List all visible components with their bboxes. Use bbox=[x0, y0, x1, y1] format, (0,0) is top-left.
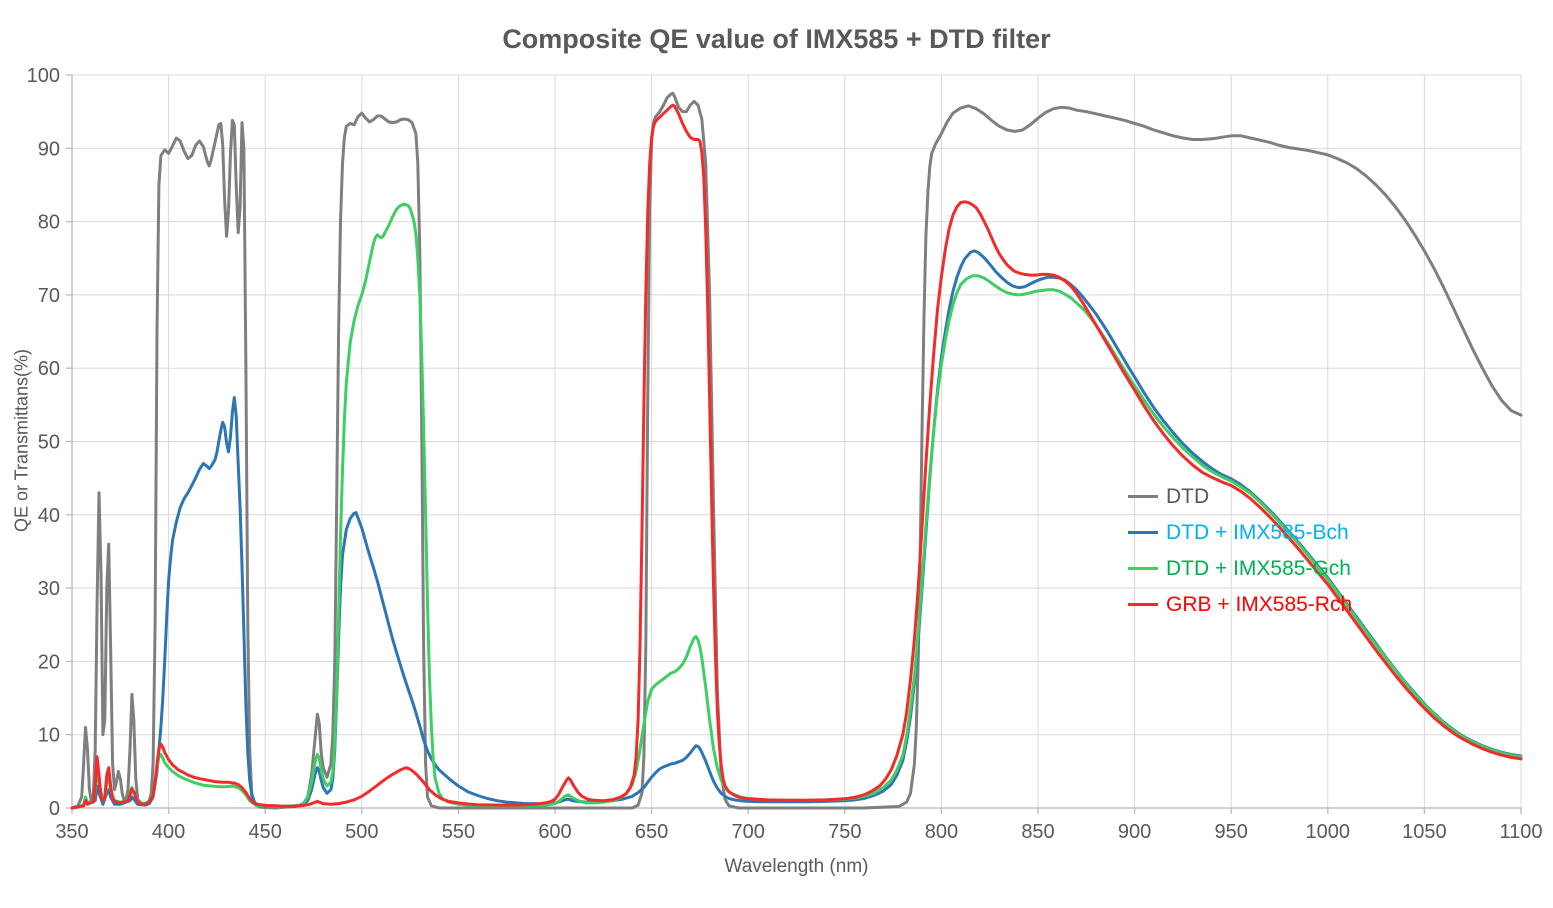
svg-text:1000: 1000 bbox=[1306, 821, 1351, 843]
legend-label-dtd: DTD bbox=[1166, 484, 1210, 508]
legend-item-rch: GRB + IMX585-Rch bbox=[1128, 590, 1352, 619]
svg-text:90: 90 bbox=[38, 138, 60, 160]
legend-swatch-gch bbox=[1128, 567, 1158, 570]
svg-text:950: 950 bbox=[1215, 821, 1248, 843]
svg-text:400: 400 bbox=[152, 821, 185, 843]
svg-text:1100: 1100 bbox=[1499, 821, 1542, 843]
svg-text:10: 10 bbox=[38, 725, 60, 747]
x-axis-title: Wavelength (nm) bbox=[724, 856, 869, 877]
svg-text:60: 60 bbox=[38, 358, 60, 380]
svg-text:20: 20 bbox=[38, 651, 60, 673]
legend-item-bch: DTD + IMX585-Bch bbox=[1128, 518, 1352, 547]
legend-swatch-bch bbox=[1128, 531, 1158, 534]
svg-text:500: 500 bbox=[345, 821, 378, 843]
svg-text:350: 350 bbox=[55, 821, 88, 843]
svg-text:0: 0 bbox=[49, 798, 60, 820]
legend-item-gch: DTD + IMX585-Gch bbox=[1128, 554, 1352, 583]
legend-label-bch: DTD + IMX585-Bch bbox=[1166, 520, 1349, 544]
svg-text:80: 80 bbox=[38, 212, 60, 234]
legend-swatch-rch bbox=[1128, 603, 1158, 606]
svg-text:40: 40 bbox=[38, 505, 60, 527]
svg-text:650: 650 bbox=[635, 821, 668, 843]
legend-label-gch: DTD + IMX585-Gch bbox=[1166, 556, 1351, 580]
svg-text:900: 900 bbox=[1118, 821, 1151, 843]
svg-text:700: 700 bbox=[732, 821, 765, 843]
svg-text:550: 550 bbox=[442, 821, 475, 843]
svg-text:800: 800 bbox=[925, 821, 958, 843]
svg-text:50: 50 bbox=[38, 432, 60, 454]
svg-text:750: 750 bbox=[828, 821, 861, 843]
chart-title: Composite QE value of IMX585 + DTD filte… bbox=[502, 24, 1051, 54]
svg-text:100: 100 bbox=[27, 65, 60, 87]
chart-legend: DTD DTD + IMX585-Bch DTD + IMX585-Gch GR… bbox=[1128, 482, 1352, 626]
svg-text:450: 450 bbox=[249, 821, 282, 843]
legend-item-dtd: DTD bbox=[1128, 482, 1352, 511]
svg-text:850: 850 bbox=[1021, 821, 1054, 843]
svg-text:600: 600 bbox=[538, 821, 571, 843]
y-axis-title: QE or Transmittans(%) bbox=[11, 348, 32, 533]
svg-text:70: 70 bbox=[38, 285, 60, 307]
legend-label-rch: GRB + IMX585-Rch bbox=[1166, 592, 1353, 616]
svg-text:30: 30 bbox=[38, 578, 60, 600]
legend-swatch-dtd bbox=[1128, 495, 1158, 498]
svg-text:1050: 1050 bbox=[1402, 821, 1447, 843]
